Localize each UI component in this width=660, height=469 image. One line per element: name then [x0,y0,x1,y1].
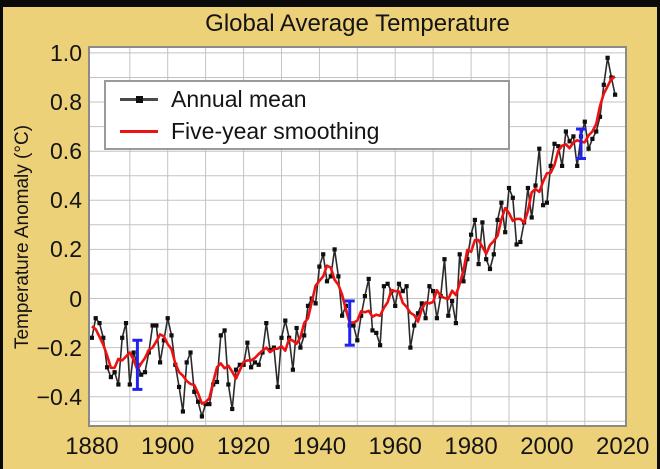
y-tick-label: 0.8 [50,89,82,116]
x-tick-label: 1960 [368,433,422,460]
y-tick-label: 0.6 [50,138,82,165]
x-tick-label: 1920 [216,433,271,460]
x-tick-label: 2000 [520,433,574,460]
plot-area: Annual mean Five-year smoothing [88,46,627,427]
y-tick-label: 1.0 [50,39,82,66]
annual-mean-line-swatch [120,95,158,103]
uncertainty-error-bars [132,127,587,391]
x-tick-label: 1940 [292,433,347,460]
legend-label-annual-mean: Annual mean [171,85,307,112]
chart-panel: Global Average Temperature Temperature A… [3,7,657,469]
five-year-smoothing-line [91,75,616,405]
smoothing-line-swatch [120,129,158,133]
x-tick-label: 2020 [596,433,650,460]
x-tick-label: 1980 [444,433,498,460]
y-tick-label: 0 [69,285,82,312]
x-tick-label: 1880 [65,433,119,460]
legend-item-annual-mean: Annual mean [120,86,508,113]
y-tick-label: 0.4 [50,187,82,214]
y-tick-label: −0.2 [36,334,82,361]
legend: Annual mean Five-year smoothing [104,80,510,150]
legend-item-five-year-smoothing: Five-year smoothing [120,118,508,145]
y-tick-label: −0.4 [36,383,82,410]
x-tick-label: 1900 [141,433,195,460]
chart-title: Global Average Temperature [205,10,510,37]
y-tick-label: 0.2 [50,236,82,263]
legend-label-five-year-smoothing: Five-year smoothing [171,117,380,144]
annual-mean-markers [90,55,618,419]
annual-mean-marker-square [136,95,143,103]
